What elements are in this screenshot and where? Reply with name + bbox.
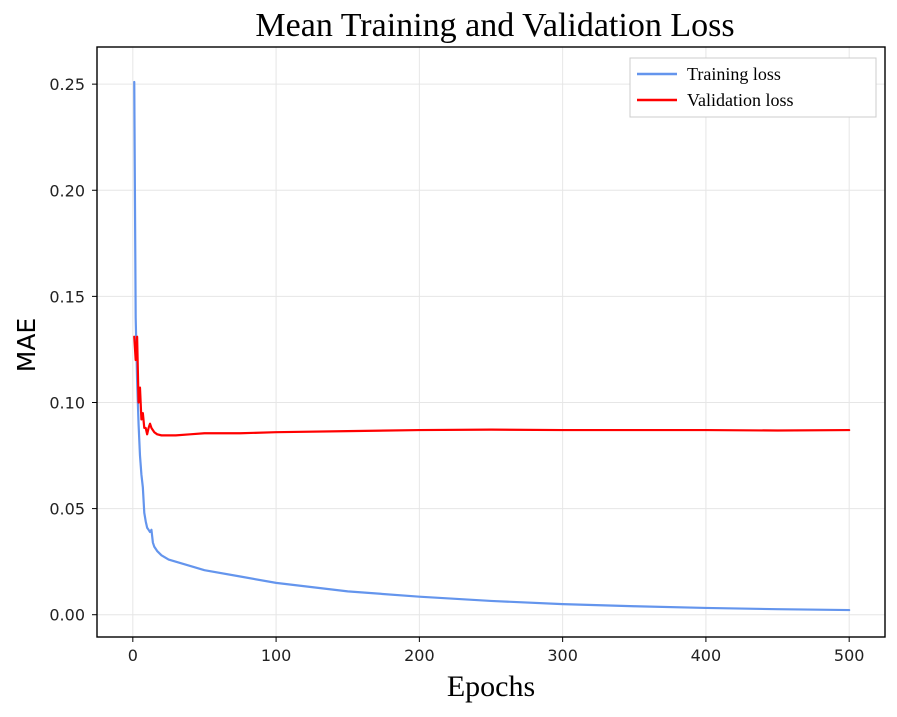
training-loss-line (133, 80, 851, 612)
chart-title: Mean Training and Validation Loss (255, 7, 734, 44)
grid (97, 47, 885, 637)
legend-label-validation: Validation loss (687, 90, 794, 110)
y-tick-label: 0.20 (49, 181, 85, 200)
x-tick-label: 200 (404, 646, 435, 665)
y-tick-label: 0.25 (49, 75, 85, 94)
legend: Training loss Validation loss (629, 57, 877, 118)
x-tick-label: 400 (691, 646, 722, 665)
x-tick-label: 100 (261, 646, 292, 665)
x-tick-label: 0 (128, 646, 138, 665)
x-tick-label: 500 (834, 646, 865, 665)
legend-label-training: Training loss (687, 64, 781, 84)
y-tick-label: 0.10 (49, 393, 85, 412)
y-axis-label: MAE (12, 318, 41, 372)
legend-box (629, 57, 877, 118)
axis-ticks: 0 100 200 300 400 500 0.00 0.05 0.10 0.15 0.20 0.25 (49, 75, 864, 665)
series-lines (133, 80, 851, 612)
y-tick-label: 0.00 (49, 606, 85, 625)
validation-loss-line (133, 335, 851, 437)
y-tick-label: 0.05 (49, 500, 85, 519)
plot-frame (96, 46, 886, 638)
x-tick-label: 300 (547, 646, 578, 665)
x-axis-label: Epochs (447, 670, 535, 703)
y-tick-label: 0.15 (49, 287, 85, 306)
